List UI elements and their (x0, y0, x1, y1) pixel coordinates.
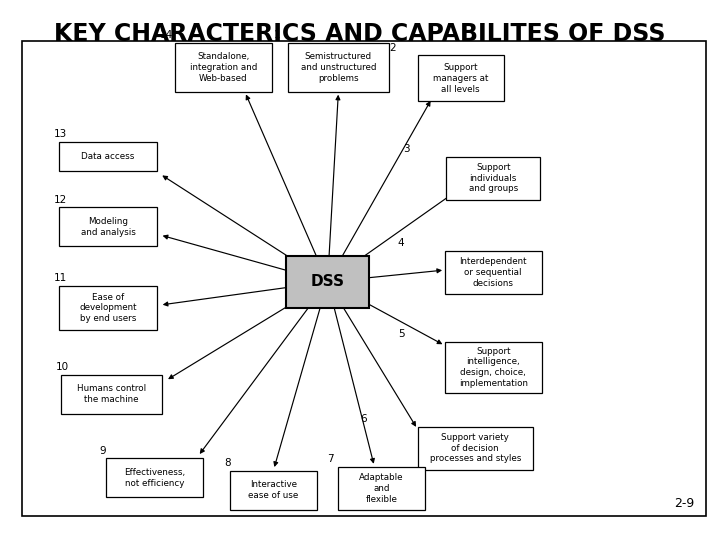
Text: 6: 6 (360, 414, 366, 424)
Text: Support
intelligence,
design, choice,
implementation: Support intelligence, design, choice, im… (459, 347, 528, 388)
Bar (288, 43, 389, 92)
Text: DSS: DSS (310, 274, 345, 289)
Bar (174, 43, 272, 92)
Bar (107, 458, 203, 497)
Text: 11: 11 (53, 273, 67, 283)
Text: 1: 1 (274, 30, 280, 40)
Bar (418, 56, 504, 102)
Text: 14: 14 (160, 30, 174, 40)
Bar (59, 286, 157, 330)
Text: Interdependent
or sequential
decisions: Interdependent or sequential decisions (459, 258, 527, 288)
Text: Adaptable
and
flexible: Adaptable and flexible (359, 474, 404, 504)
Bar (338, 467, 425, 510)
Bar (22, 40, 706, 516)
Text: 5: 5 (397, 329, 405, 339)
Bar (446, 157, 540, 200)
Text: 10: 10 (55, 362, 68, 372)
Bar (445, 341, 542, 393)
Text: Support
managers at
all levels: Support managers at all levels (433, 63, 488, 93)
Text: Support variety
of decision
processes and styles: Support variety of decision processes an… (430, 433, 521, 463)
Bar (445, 251, 542, 294)
Text: 13: 13 (53, 129, 67, 139)
Bar (61, 375, 162, 414)
Text: Effectiveness,
not efficiency: Effectiveness, not efficiency (125, 468, 185, 488)
Text: Semistructured
and unstructured
problems: Semistructured and unstructured problems (301, 52, 376, 83)
Text: Modeling
and analysis: Modeling and analysis (81, 217, 135, 237)
Text: KEY CHARACTERICS AND CAPABILITES OF DSS: KEY CHARACTERICS AND CAPABILITES OF DSS (54, 22, 666, 45)
Text: 4: 4 (397, 238, 405, 248)
Bar (59, 207, 157, 246)
Text: 2-9: 2-9 (675, 497, 695, 510)
Text: 12: 12 (53, 194, 67, 205)
Text: Interactive
ease of use: Interactive ease of use (248, 481, 299, 500)
Text: Support
individuals
and groups: Support individuals and groups (469, 163, 518, 193)
Bar (287, 256, 369, 308)
Text: 7: 7 (328, 454, 334, 464)
Text: 8: 8 (225, 458, 231, 468)
Bar (230, 471, 317, 510)
Text: 2: 2 (389, 43, 395, 53)
Text: Data access: Data access (81, 152, 135, 161)
Bar (59, 141, 157, 172)
Text: Humans control
the machine: Humans control the machine (77, 384, 146, 404)
Bar (418, 427, 533, 470)
Text: Standalone,
integration and
Web-based: Standalone, integration and Web-based (189, 52, 257, 83)
Text: 9: 9 (99, 446, 106, 456)
Text: 3: 3 (403, 144, 410, 154)
Text: Ease of
development
by end users: Ease of development by end users (79, 293, 137, 323)
